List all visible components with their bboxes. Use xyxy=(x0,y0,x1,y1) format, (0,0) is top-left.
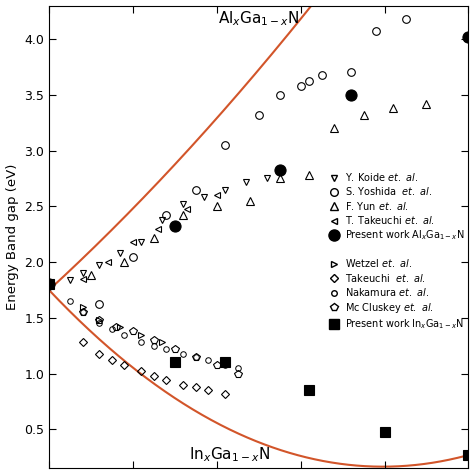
Y-axis label: Energy Band gap (eV): Energy Band gap (eV) xyxy=(6,164,18,310)
Text: Al$_x$Ga$_{1-x}$N: Al$_x$Ga$_{1-x}$N xyxy=(218,9,300,28)
Legend: Y. Koide $et.\ al.$, S. Yoshida  $et.\ al.$, F. Yun $et.\ al.$, T. Takeuchi $et.: Y. Koide $et.\ al.$, S. Yoshida $et.\ al… xyxy=(325,167,468,335)
Text: In$_x$Ga$_{1-x}$N: In$_x$Ga$_{1-x}$N xyxy=(189,446,270,465)
